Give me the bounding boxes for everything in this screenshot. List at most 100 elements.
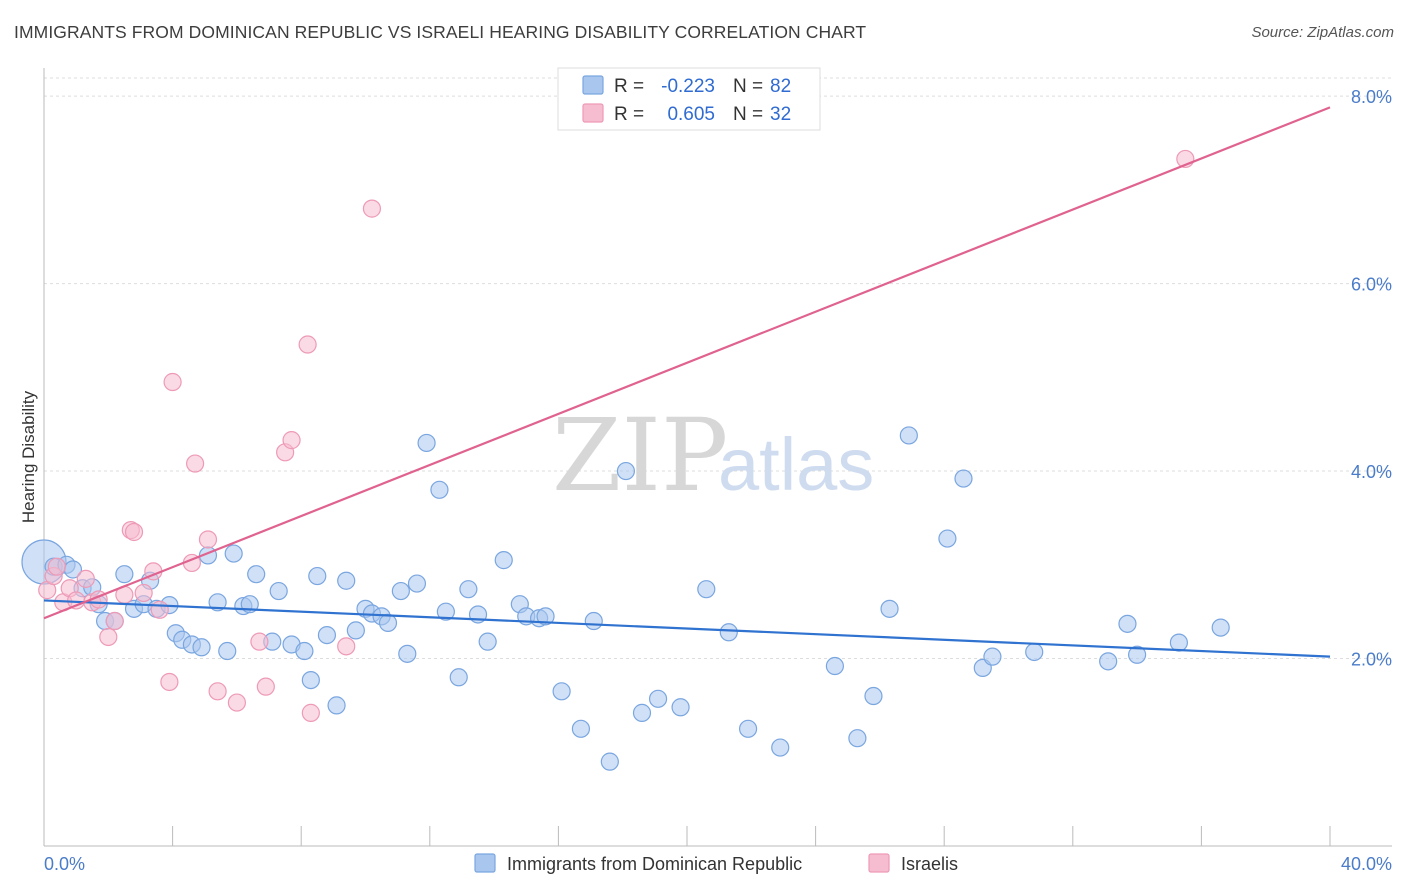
dominican-point bbox=[430, 480, 449, 499]
dominican-point bbox=[436, 602, 455, 621]
israeli-point bbox=[337, 637, 356, 656]
legend-n-label-1: N = bbox=[733, 76, 763, 97]
dominican-point bbox=[478, 632, 497, 651]
legend-box: R = -0.223 N = 82 R = 0.605 N = 32 bbox=[557, 67, 821, 131]
legend-swatch-blue bbox=[582, 75, 604, 95]
dominican-point bbox=[327, 696, 346, 715]
israeli-point bbox=[227, 693, 246, 712]
israeli-point bbox=[105, 611, 124, 631]
israeli-point bbox=[163, 372, 182, 392]
legend-n-value-1: 82 bbox=[770, 76, 791, 97]
dominican-point bbox=[407, 574, 427, 593]
dominican-point bbox=[771, 738, 790, 757]
dominican-point bbox=[346, 621, 365, 640]
dominican-point bbox=[864, 686, 883, 706]
legend-r-label-1: R = bbox=[614, 76, 644, 97]
dominican-point bbox=[648, 689, 668, 708]
watermark: ZIP atlas bbox=[552, 397, 874, 514]
trend-lines bbox=[43, 106, 1331, 658]
dominican-point bbox=[417, 433, 436, 453]
dominican-point bbox=[247, 565, 266, 584]
israeli-point bbox=[301, 703, 320, 722]
israeli-point bbox=[160, 672, 179, 692]
dominican-point bbox=[1169, 633, 1188, 652]
tick-labels: 2.0% 4.0% 6.0% 8.0% 0.0% 40.0% bbox=[44, 87, 1392, 874]
bottom-legend-label-dominican: Immigrants from Dominican Republic bbox=[507, 854, 802, 874]
israeli-point bbox=[186, 454, 205, 473]
y-axis-title: Hearing Disability bbox=[19, 390, 38, 523]
legend-n-label-2: N = bbox=[733, 104, 763, 125]
israeli-point bbox=[298, 335, 317, 354]
dominican-point bbox=[954, 469, 973, 488]
legend-r-value-2: 0.605 bbox=[667, 104, 715, 125]
dominican-point bbox=[208, 593, 227, 612]
y-tick-label: 4.0% bbox=[1351, 462, 1392, 482]
dominican-point bbox=[494, 551, 513, 570]
israeli-point bbox=[362, 199, 382, 218]
dominican-point bbox=[378, 613, 398, 633]
dominican-point bbox=[115, 565, 134, 584]
israeli-point bbox=[47, 557, 66, 576]
israeli-point bbox=[208, 682, 227, 701]
bottom-legend-label-israelis: Israelis bbox=[901, 854, 958, 874]
dominican-point bbox=[192, 638, 211, 657]
dominican-point bbox=[308, 566, 327, 586]
dominican-point bbox=[459, 580, 478, 599]
israeli-point bbox=[76, 569, 95, 588]
dominican-point bbox=[269, 581, 288, 601]
legend-swatch-pink bbox=[582, 103, 604, 123]
series-israeli-points bbox=[38, 149, 1195, 722]
dominican-point bbox=[1099, 652, 1118, 671]
dominican-point bbox=[632, 703, 652, 722]
dominican-point bbox=[398, 644, 417, 663]
dominican-point bbox=[738, 719, 758, 738]
dominican-point bbox=[391, 581, 410, 601]
watermark-zip: ZIP bbox=[552, 397, 728, 514]
dominican-point bbox=[449, 668, 468, 687]
dominican-point bbox=[317, 625, 337, 645]
dominican-point bbox=[552, 682, 571, 701]
legend-r-label-2: R = bbox=[614, 104, 644, 125]
dominican-point bbox=[938, 529, 957, 548]
bottom-legend-swatch-pink bbox=[868, 853, 890, 873]
axes bbox=[43, 68, 1392, 847]
chart-title: IMMIGRANTS FROM DOMINICAN REPUBLIC VS IS… bbox=[14, 22, 867, 42]
y-tick-label: 8.0% bbox=[1351, 87, 1392, 107]
dominican-point bbox=[1118, 614, 1137, 633]
dominican-point bbox=[1127, 645, 1147, 664]
dominican-point bbox=[983, 647, 1002, 666]
dominican-point bbox=[825, 656, 844, 676]
israeli-point bbox=[150, 600, 169, 619]
y-tick-label: 2.0% bbox=[1351, 650, 1392, 670]
trend-line-dominican bbox=[43, 599, 1331, 658]
dominican-point bbox=[536, 607, 555, 626]
israeli-point bbox=[250, 632, 269, 651]
israeli-point bbox=[124, 522, 144, 542]
israeli-point bbox=[99, 627, 118, 647]
x-tick-label-max: 40.0% bbox=[1341, 854, 1392, 874]
israeli-point bbox=[282, 431, 301, 450]
series-dominican-points bbox=[21, 426, 1230, 771]
legend-n-value-2: 32 bbox=[770, 104, 791, 125]
dominican-point bbox=[1025, 642, 1044, 662]
dominican-point bbox=[671, 698, 690, 717]
dominican-point bbox=[697, 580, 716, 599]
legend-r-value-1: -0.223 bbox=[661, 76, 715, 97]
watermark-atlas: atlas bbox=[718, 423, 874, 506]
dominican-point bbox=[218, 641, 237, 661]
bottom-legend-swatch-blue bbox=[474, 853, 496, 873]
y-tick-label: 6.0% bbox=[1351, 275, 1392, 295]
israeli-point bbox=[134, 583, 153, 603]
israeli-point bbox=[256, 677, 275, 696]
dominican-point bbox=[301, 670, 320, 690]
dominican-point bbox=[584, 611, 603, 631]
dominican-point bbox=[719, 623, 738, 642]
trend-line-israeli bbox=[43, 106, 1331, 620]
dominican-point bbox=[295, 641, 314, 661]
dominican-point bbox=[337, 571, 356, 590]
x-tick-label-min: 0.0% bbox=[44, 854, 85, 874]
bottom-legend: Immigrants from Dominican Republic Israe… bbox=[474, 853, 958, 874]
source-label: Source: ZipAtlas.com bbox=[1251, 24, 1394, 41]
dominican-point bbox=[571, 719, 591, 738]
